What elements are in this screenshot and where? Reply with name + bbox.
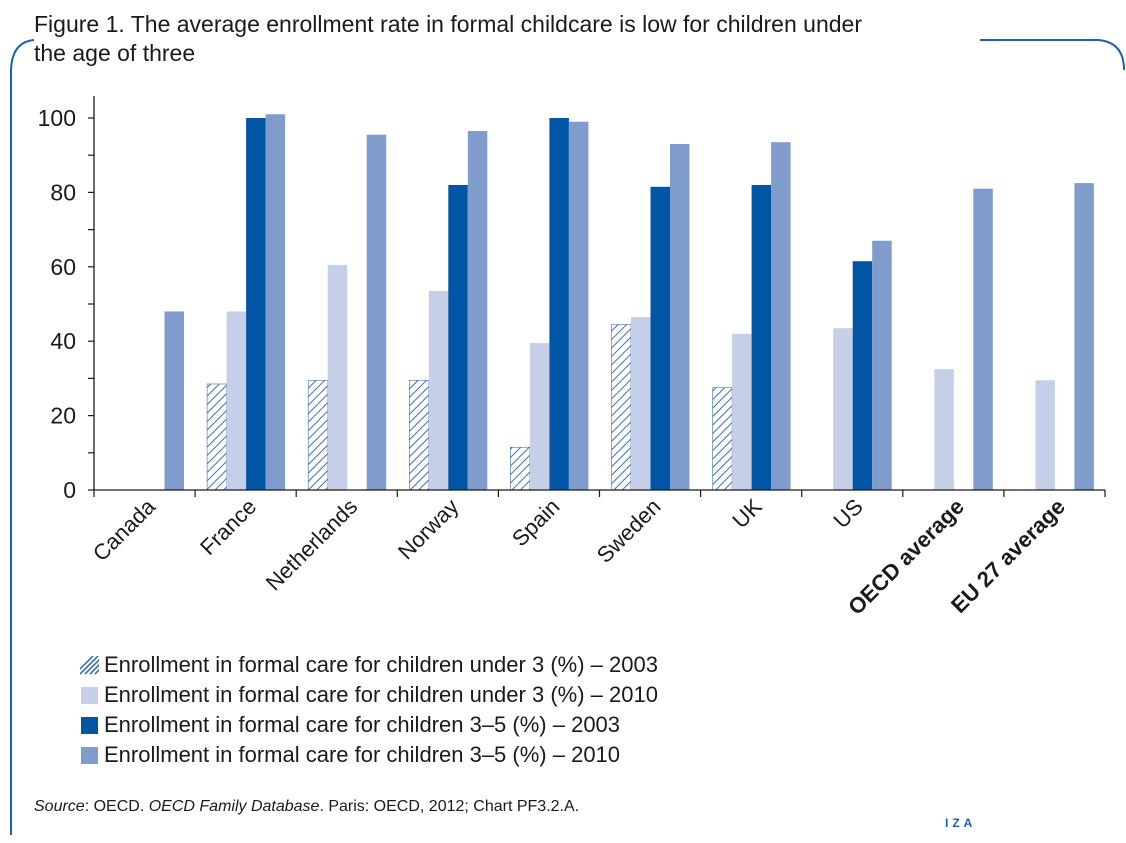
bar-age3_5_2003-norway [448, 184, 468, 490]
bar-age3_5_2003-us [852, 261, 873, 490]
bar-age3_5_2003-france [246, 118, 266, 490]
iza-logo: IZA [945, 816, 977, 830]
bar-age3_5_2010-eu-27-average [1074, 183, 1094, 490]
source-label: Source [34, 798, 85, 815]
legend-label: Enrollment in formal care for children 3… [104, 742, 621, 767]
bar-age3_5_2010-oecd-average [973, 188, 993, 490]
legend-swatch [81, 746, 98, 764]
bar-under3_2010-spain [529, 343, 550, 490]
legend-item: Enrollment in formal care for children u… [80, 650, 658, 680]
bar-age3_5_2010-france [265, 114, 286, 490]
bar-under3_2010-us [833, 328, 853, 490]
bar-hatch-uk [712, 387, 733, 491]
y-tick-label: 60 [50, 254, 76, 280]
title-line-1: Figure 1. The average enrollment rate in… [34, 11, 862, 37]
source-database: OECD Family Database [148, 798, 320, 815]
bar-under3_2010-norway [428, 290, 449, 490]
bar-age3_5_2010-norway [467, 131, 488, 490]
y-tick-label: 20 [50, 403, 76, 429]
x-category-label: Spain [507, 494, 564, 551]
bar-under3_2010-sweden [631, 317, 651, 490]
title-line-2: the age of three [34, 40, 196, 66]
source-separator: : OECD. [84, 798, 149, 815]
x-category-label: France [195, 494, 261, 560]
y-tick-label: 80 [50, 179, 76, 205]
y-tick-label: 40 [50, 328, 76, 354]
x-category-label: Canada [88, 493, 161, 566]
source-note: Source: OECD. OECD Family Database. Pari… [34, 798, 579, 816]
bar-hatch-norway [408, 379, 430, 491]
bar-under3_2010-eu-27-average [1035, 380, 1055, 490]
x-category-label: Norway [393, 494, 463, 564]
x-category-label: UK [727, 494, 767, 534]
bar-age3_5_2010-spain [568, 121, 589, 490]
bar-hatch-spain [510, 446, 531, 491]
bar-age3_5_2010-us [872, 240, 892, 490]
source-rest: . Paris: OECD, 2012; Chart PF3.2.A. [319, 798, 580, 815]
legend-swatch [81, 686, 98, 704]
legend-item: Enrollment in formal care for children 3… [80, 710, 658, 740]
bar-age3_5_2010-canada [164, 311, 184, 490]
legend-label: Enrollment in formal care for children u… [104, 652, 658, 677]
bar-age3_5_2010-netherlands [366, 134, 387, 491]
legend-swatch [81, 716, 98, 734]
y-tick-label: 100 [38, 105, 76, 131]
x-category-label: US [828, 494, 867, 533]
bar-age3_5_2010-sweden [670, 144, 690, 491]
bar-under3_2010-france [226, 311, 247, 490]
bar-age3_5_2003-spain [549, 118, 569, 490]
legend-label: Enrollment in formal care for children u… [104, 682, 658, 707]
bar-under3_2010-uk [732, 333, 752, 490]
legend-swatch [80, 655, 99, 675]
legend-item: Enrollment in formal care for children 3… [80, 740, 658, 770]
bar-hatch-france [206, 383, 227, 491]
bar-age3_5_2010-uk [771, 142, 791, 490]
bar-chart: 0 20 40 60 80 100 Canada France Netherlands Norwa… [38, 96, 1106, 620]
bar-age3_5_2003-sweden [650, 186, 670, 490]
bar-under3_2010-netherlands [327, 264, 348, 490]
bar-under3_2010-oecd-average [934, 369, 954, 490]
chart-legend: Enrollment in formal care for children u… [80, 650, 658, 770]
x-category-label: Netherlands [261, 494, 363, 596]
bar-hatch-sweden [611, 324, 632, 491]
legend-label: Enrollment in formal care for children 3… [104, 712, 621, 737]
chart-title: Figure 1. The average enrollment rate in… [34, 10, 980, 68]
legend-item: Enrollment in formal care for children u… [80, 680, 658, 710]
bar-age3_5_2003-uk [751, 184, 772, 490]
y-tick-label: 0 [63, 477, 76, 503]
bar-hatch-netherlands [307, 379, 329, 491]
x-category-label: Sweden [592, 494, 666, 568]
